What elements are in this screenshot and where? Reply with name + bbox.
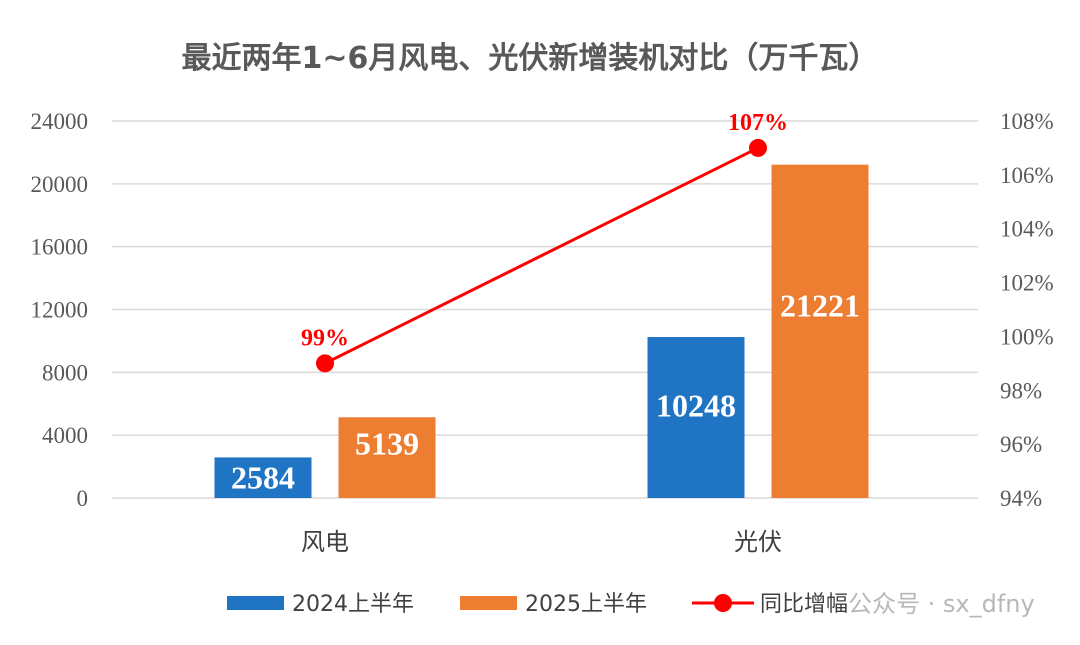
category-label: 光伏	[734, 528, 782, 556]
yoy-line-series: 99% 107%	[301, 110, 788, 373]
yoy-value-label: 99%	[301, 325, 349, 351]
right-y-axis: 94% 96% 98% 100% 102% 104% 106% 108%	[1000, 109, 1054, 511]
yoy-point	[316, 354, 334, 373]
bar-value-label: 5139	[355, 425, 419, 461]
yoy-value-label: 107%	[728, 110, 788, 136]
left-tick-label: 4000	[42, 423, 88, 448]
legend-label-yoy: 同比增幅	[760, 592, 848, 617]
left-tick-label: 20000	[31, 172, 89, 197]
right-tick-label: 100%	[1000, 324, 1054, 349]
yoy-line	[324, 146, 759, 365]
legend: 2024上半年 2025上半年 同比增幅	[227, 592, 848, 617]
right-tick-label: 108%	[1000, 109, 1054, 134]
bar-2024上半年-光伏	[647, 337, 745, 498]
legend-swatch-2024	[227, 596, 284, 610]
bars	[214, 164, 869, 499]
category-labels: 风电 光伏	[301, 528, 782, 556]
gridlines	[112, 120, 978, 499]
left-y-axis: 0 4000 8000 12000 16000 20000 24000	[31, 109, 89, 511]
right-tick-label: 94%	[1000, 486, 1042, 511]
yoy-point	[749, 138, 767, 157]
chart-title: 最近两年1~6月风电、光伏新增装机对比（万千瓦）	[182, 41, 879, 76]
left-tick-label: 12000	[31, 298, 89, 323]
left-tick-label: 0	[77, 486, 89, 511]
right-tick-label: 104%	[1000, 217, 1054, 242]
bar-labels: 2584 10248 5139 21221	[231, 288, 860, 496]
bar-value-label: 21221	[780, 288, 860, 324]
bar-value-label: 2584	[231, 460, 295, 496]
right-tick-label: 96%	[1000, 432, 1042, 457]
legend-label-2025: 2025上半年	[525, 592, 647, 617]
right-tick-label: 106%	[1000, 163, 1054, 188]
bar-2025上半年-光伏	[771, 164, 869, 499]
watermark-handle: sx_dfny	[943, 590, 1035, 618]
right-tick-label: 102%	[1000, 271, 1054, 296]
legend-label-2024: 2024上半年	[292, 592, 414, 617]
category-label: 风电	[301, 528, 349, 556]
left-tick-label: 24000	[31, 109, 89, 134]
watermark-prefix: 公众号 ·	[848, 590, 943, 618]
watermark: 公众号 · sx_dfny	[848, 590, 1035, 618]
legend-line-marker	[714, 594, 732, 612]
bar-2025上半年-风电	[338, 417, 436, 498]
bar-2024上半年-风电	[214, 457, 312, 498]
right-tick-label: 98%	[1000, 378, 1042, 403]
left-tick-label: 8000	[42, 360, 88, 385]
left-tick-label: 16000	[31, 235, 89, 260]
bar-value-label: 10248	[656, 388, 736, 424]
legend-swatch-2025	[460, 596, 517, 610]
